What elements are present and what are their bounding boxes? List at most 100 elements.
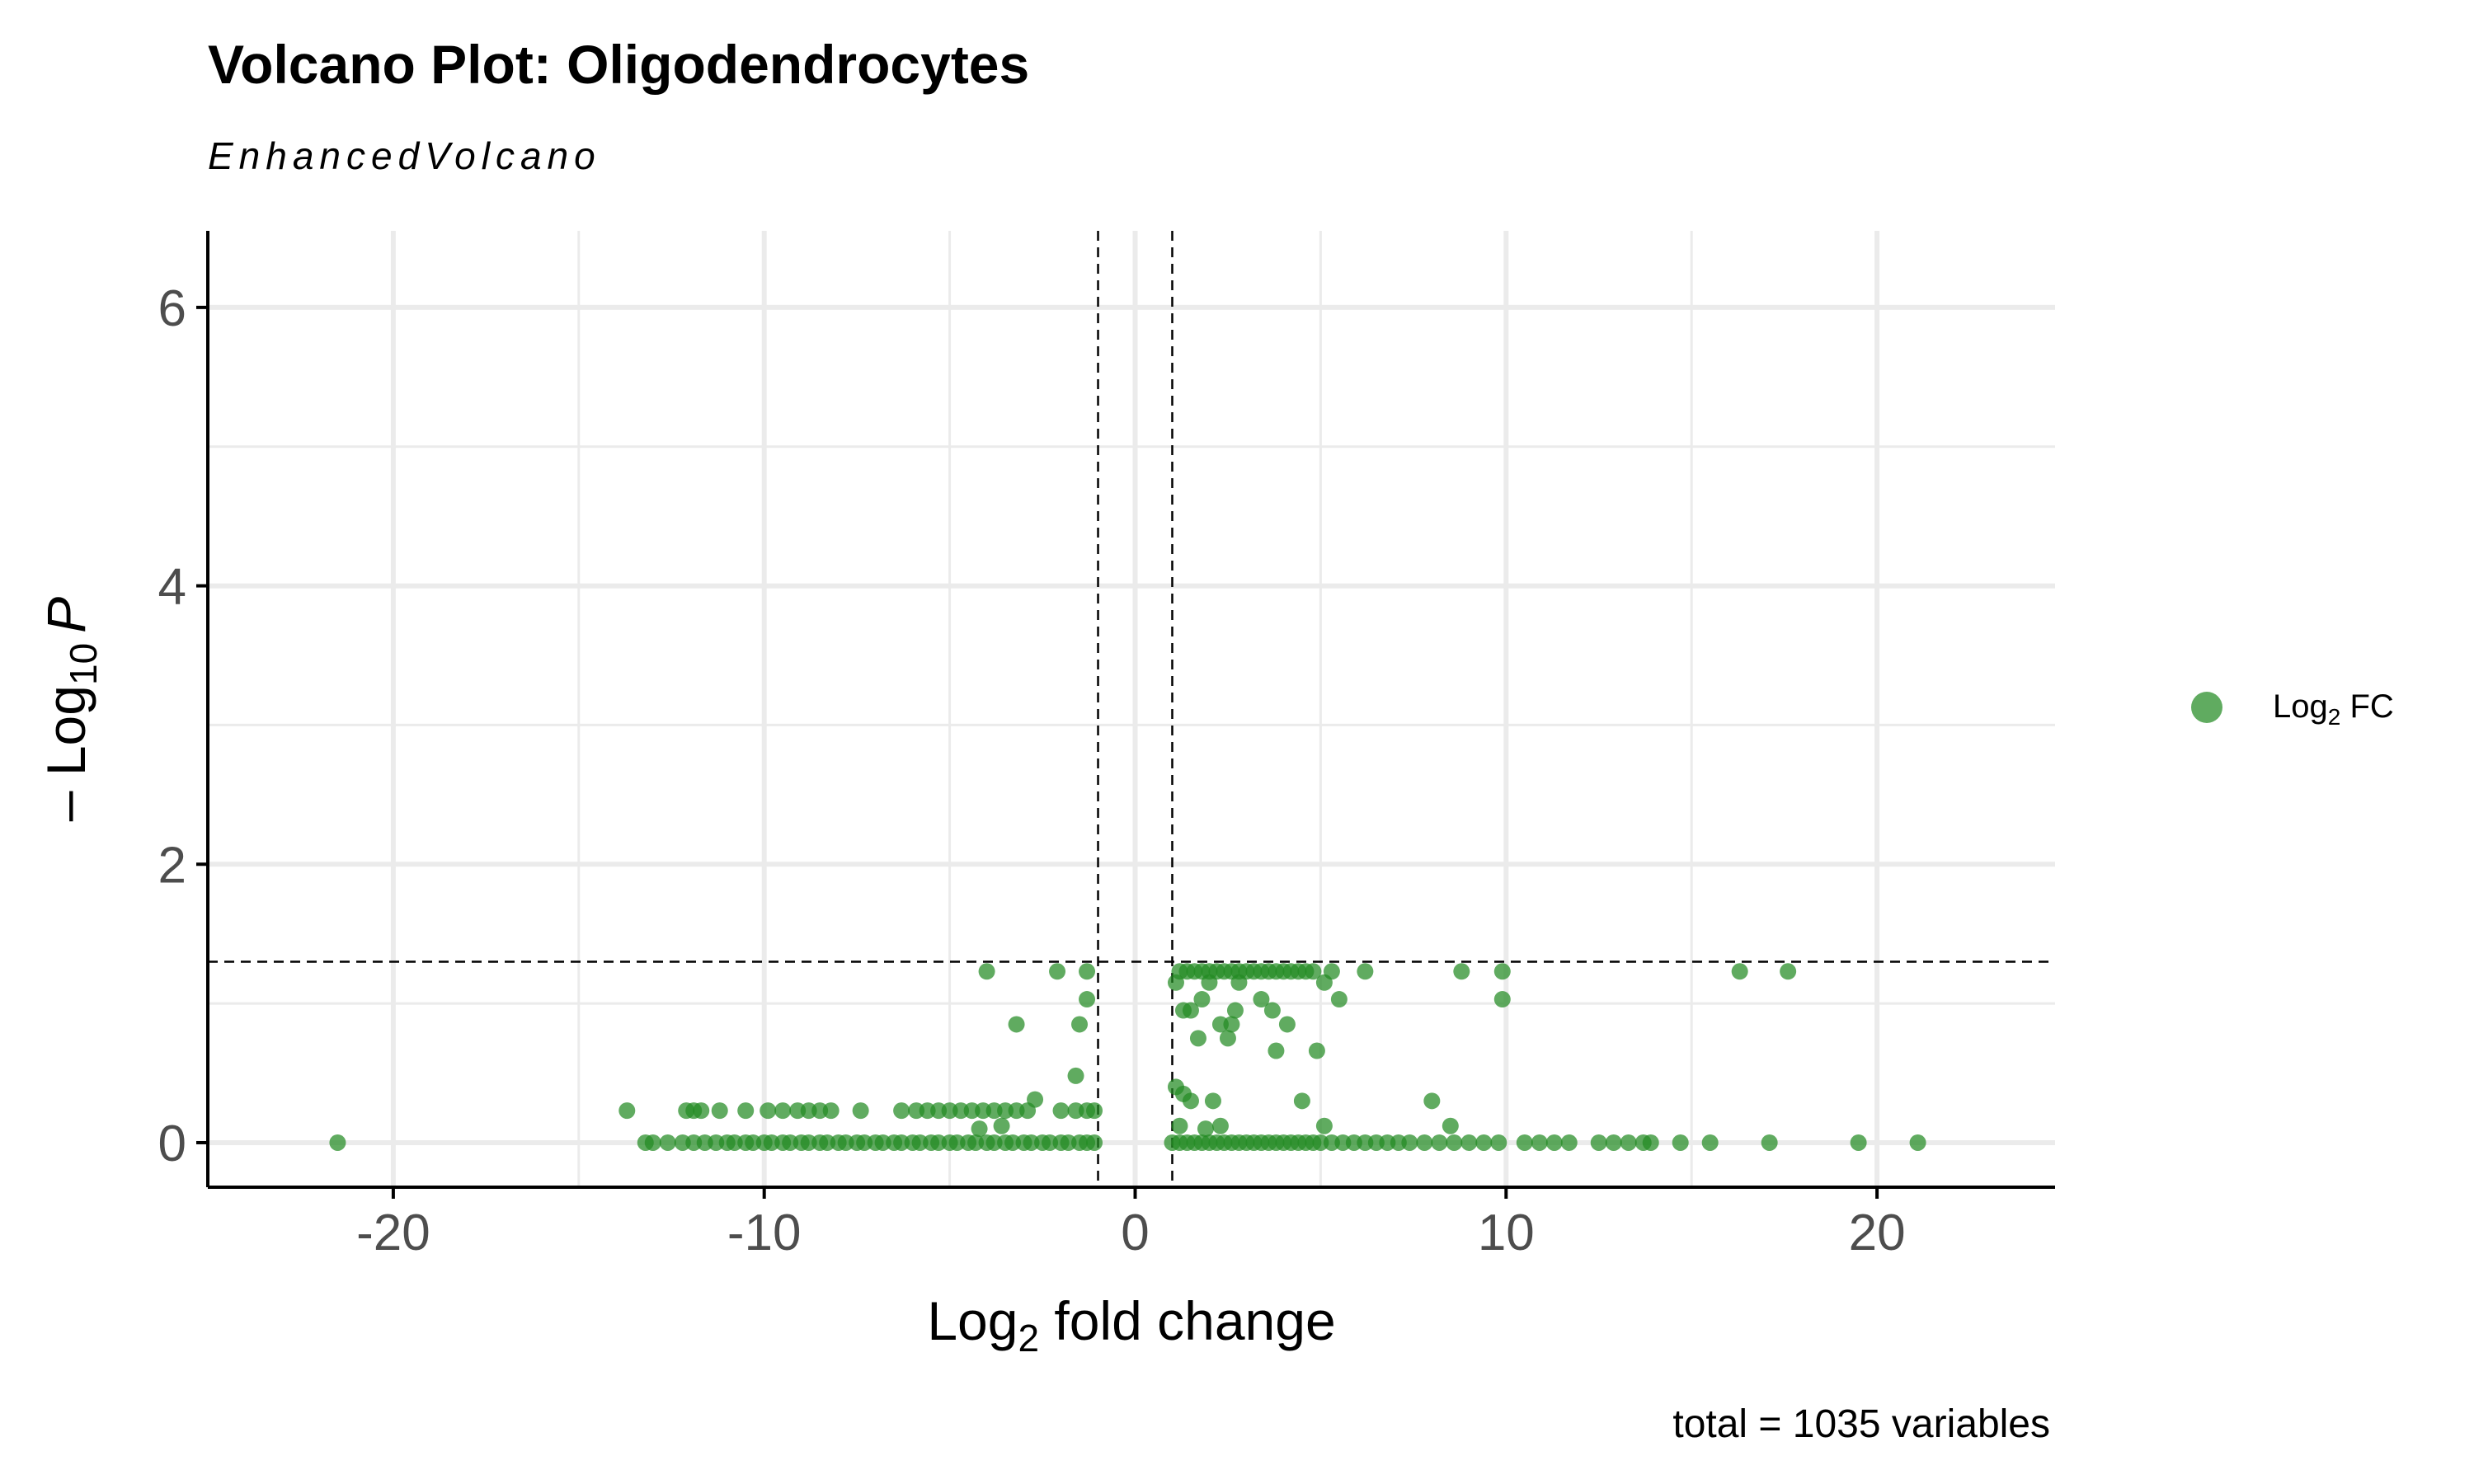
data-point <box>1219 1030 1236 1047</box>
data-point <box>1590 1134 1607 1151</box>
data-point <box>1268 1042 1285 1059</box>
y-axis-title-sub: 10 <box>62 643 105 685</box>
chart-title: Volcano Plot: Oligodendrocytes <box>208 34 1030 95</box>
data-point <box>1182 1092 1199 1110</box>
y-tick-label: 2 <box>158 837 186 894</box>
legend-label-sub: 2 <box>2328 704 2341 730</box>
data-point <box>1027 1091 1044 1108</box>
data-point <box>1701 1134 1719 1151</box>
data-point <box>1516 1134 1533 1151</box>
data-point <box>1049 963 1066 980</box>
data-point <box>644 1134 661 1151</box>
data-point <box>1305 963 1322 980</box>
data-point <box>1401 1134 1418 1151</box>
axes <box>206 231 2055 1189</box>
data-point <box>1460 1134 1478 1151</box>
data-point <box>893 1102 910 1120</box>
data-point <box>993 1117 1010 1134</box>
data-point <box>822 1102 840 1120</box>
data-point <box>978 963 995 980</box>
data-point <box>1357 963 1374 980</box>
cutoff-lines <box>208 231 2055 1187</box>
legend-label: Log2 FC <box>2273 688 2394 730</box>
data-point <box>1442 1117 1459 1134</box>
x-axis-title: Log2 fold change <box>927 1290 1335 1360</box>
data-point <box>1620 1134 1637 1151</box>
data-point <box>1416 1134 1433 1151</box>
data-point <box>1780 963 1797 980</box>
data-point <box>1204 1092 1221 1110</box>
data-point <box>1071 1016 1089 1033</box>
data-point <box>659 1134 676 1151</box>
data-point <box>1493 963 1511 980</box>
data-point <box>1167 974 1184 991</box>
data-point <box>1171 1117 1188 1134</box>
data-point <box>1293 1092 1310 1110</box>
data-point <box>1226 1002 1244 1019</box>
legend-label-base: Log <box>2273 688 2328 725</box>
data-point <box>852 1102 869 1120</box>
data-point <box>1189 1030 1206 1047</box>
data-point <box>693 1102 710 1120</box>
data-point <box>971 1120 988 1138</box>
data-point <box>1182 1002 1199 1019</box>
data-point <box>1079 963 1096 980</box>
data-point <box>1052 1102 1070 1120</box>
y-tick-label: 6 <box>158 280 186 337</box>
data-point <box>1431 1134 1448 1151</box>
data-point <box>618 1102 636 1120</box>
data-point <box>1850 1134 1867 1151</box>
data-point <box>1008 1016 1025 1033</box>
data-point <box>1086 1102 1103 1120</box>
y-tick-label: 0 <box>158 1115 186 1172</box>
chart-caption: total = 1035 variables <box>1672 1402 2050 1446</box>
data-point <box>774 1102 792 1120</box>
data-point <box>329 1134 346 1151</box>
data-point <box>1067 1067 1084 1084</box>
data-point <box>1605 1134 1622 1151</box>
y-axis-title: – Log10 P <box>35 597 105 821</box>
legend-label-rest: FC <box>2340 688 2393 725</box>
axis-ticks: -20 -10 0 10 20 0 2 4 6 <box>158 280 1906 1261</box>
data-points <box>329 963 1926 1151</box>
y-axis-title-prefix: – Log <box>35 685 96 821</box>
data-point <box>1446 1134 1463 1151</box>
x-axis-title-rest: fold change <box>1039 1290 1336 1351</box>
legend-key-point <box>2191 692 2222 723</box>
data-point <box>1197 1120 1214 1138</box>
data-point <box>711 1102 728 1120</box>
x-tick-label: -10 <box>727 1205 802 1261</box>
data-point <box>1672 1134 1689 1151</box>
data-point <box>1253 991 1270 1008</box>
data-point <box>1315 1117 1333 1134</box>
data-point <box>760 1102 777 1120</box>
data-point <box>1086 1134 1103 1151</box>
data-point <box>1201 974 1218 991</box>
data-point <box>1453 963 1470 980</box>
data-point <box>1560 1134 1578 1151</box>
data-point <box>1493 991 1511 1008</box>
data-point <box>1642 1134 1659 1151</box>
data-point <box>1330 991 1348 1008</box>
x-tick-label: 0 <box>1121 1205 1149 1261</box>
data-point <box>1475 1134 1493 1151</box>
grid-layer <box>208 231 2055 1187</box>
data-point <box>1731 963 1748 980</box>
data-point <box>1193 991 1211 1008</box>
data-point <box>737 1102 755 1120</box>
chart-subtitle: EnhancedVolcano <box>208 134 601 177</box>
data-point <box>1079 991 1096 1008</box>
data-point <box>1263 1002 1281 1019</box>
y-tick-label: 4 <box>158 559 186 616</box>
legend: Log2 FC <box>2191 688 2394 730</box>
y-axis-title-var: P <box>35 597 96 633</box>
data-point <box>1315 974 1333 991</box>
data-point <box>1531 1134 1548 1151</box>
data-point <box>1490 1134 1507 1151</box>
x-tick-label: 10 <box>1478 1205 1535 1261</box>
data-point <box>1223 1016 1240 1033</box>
x-axis-title-sub: 2 <box>1018 1317 1039 1360</box>
data-point <box>1230 974 1248 991</box>
data-point <box>1211 1117 1229 1134</box>
